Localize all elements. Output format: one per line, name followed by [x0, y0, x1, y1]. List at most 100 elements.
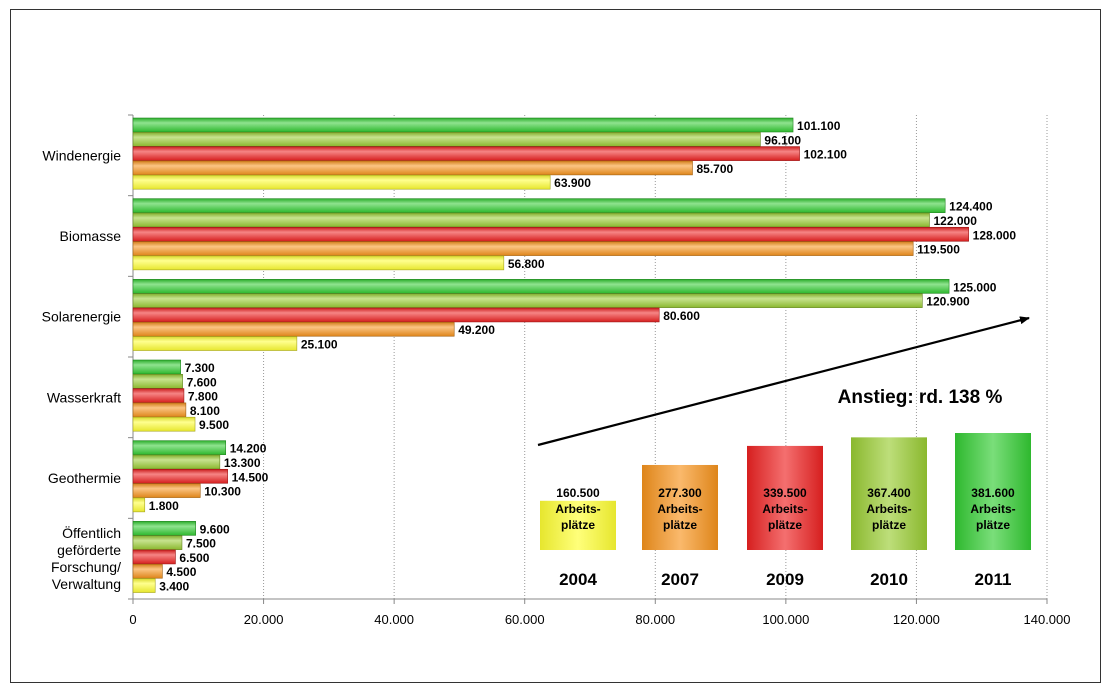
bar-value-label: 49.200 [458, 323, 495, 337]
bar [132, 549, 176, 565]
x-tick-label: 0 [129, 612, 136, 627]
bar-value-label: 101.100 [797, 119, 841, 133]
x-tick-label: 60.000 [505, 612, 545, 627]
chart-frame [10, 9, 1101, 683]
bar-value-label: 80.600 [663, 309, 700, 323]
bar [132, 132, 761, 147]
bar [132, 174, 551, 190]
bar-value-label: 3.400 [159, 580, 189, 594]
bar [132, 146, 800, 161]
category-label: Windenergie [42, 147, 121, 163]
bar-value-label: 56.800 [508, 257, 545, 271]
bar [132, 468, 228, 484]
bar-value-label: 14.500 [232, 470, 269, 484]
bar [132, 373, 183, 389]
category-label: geförderte [57, 542, 121, 558]
bar [132, 563, 163, 579]
total-unit: Arbeits- [555, 502, 600, 516]
bar-value-label: 63.900 [554, 176, 591, 190]
total-value: 339.500 [763, 486, 807, 500]
total-unit: Arbeits- [970, 502, 1015, 516]
bar-value-label: 25.100 [301, 338, 338, 352]
total-year: 2007 [661, 570, 699, 589]
x-tick-label: 20.000 [244, 612, 284, 627]
bar-value-label: 7.600 [187, 375, 217, 389]
bar-value-label: 7.300 [185, 361, 215, 375]
bar [132, 578, 156, 593]
bar [132, 388, 185, 403]
bar-value-label: 10.300 [204, 485, 241, 499]
trend-arrow [537, 316, 1030, 447]
bar [132, 226, 969, 242]
total-box [642, 464, 718, 550]
bar-value-label: 125.000 [953, 280, 997, 294]
total-year: 2011 [975, 570, 1012, 589]
total-year: 2010 [870, 570, 908, 589]
category-label: Geothermie [48, 470, 121, 486]
bar [132, 416, 196, 432]
bar [132, 497, 146, 513]
bar-value-label: 9.600 [200, 522, 230, 536]
total-unit: plätze [768, 518, 802, 532]
bar-value-label: 96.100 [764, 133, 801, 147]
bar [132, 241, 914, 256]
bar [132, 402, 187, 418]
bar-value-label: 124.400 [949, 200, 993, 214]
total-value: 277.300 [658, 486, 702, 500]
x-tick-label: 80.000 [635, 612, 675, 627]
bar [132, 255, 505, 271]
category-label: Forschung/ [51, 559, 121, 575]
bar [132, 483, 201, 498]
total-unit: plätze [663, 518, 697, 532]
bar-value-label: 7.800 [188, 390, 218, 404]
bar-value-label: 6.500 [179, 551, 209, 565]
bar [132, 359, 181, 375]
category-label: Öffentlich [62, 524, 121, 541]
bar [132, 160, 693, 176]
total-year: 2009 [766, 570, 804, 589]
x-tick-label: 120.000 [893, 612, 940, 627]
bar-value-label: 4.500 [166, 565, 196, 579]
x-tick-label: 40.000 [374, 612, 414, 627]
total-unit: Arbeits- [657, 502, 702, 516]
bar [132, 117, 794, 133]
bar [132, 212, 930, 228]
bar-value-label: 13.300 [224, 456, 261, 470]
category-label: Verwaltung [52, 576, 121, 592]
x-tick-label: 140.000 [1024, 612, 1071, 627]
bar-value-label: 122.000 [933, 214, 977, 228]
bar [132, 454, 221, 470]
bar-value-label: 14.200 [230, 442, 267, 456]
total-unit: plätze [976, 518, 1010, 532]
bar [132, 198, 946, 213]
bar-value-label: 119.500 [917, 243, 960, 257]
category-label: Wasserkraft [47, 389, 121, 405]
bar [132, 336, 298, 351]
total-box [955, 433, 1031, 550]
category-label: Solarenergie [42, 309, 122, 325]
bar [132, 440, 227, 455]
total-value: 381.600 [971, 486, 1015, 500]
bar-value-label: 7.500 [186, 537, 216, 551]
inset-headline: Anstieg: rd. 138 % [838, 387, 1003, 408]
total-box [747, 445, 823, 550]
x-tick-label: 100.000 [762, 612, 809, 627]
total-box [540, 500, 616, 550]
total-unit: plätze [872, 518, 906, 532]
bar [132, 321, 455, 337]
bar [132, 521, 196, 536]
total-unit: plätze [561, 518, 595, 532]
category-label: Biomasse [60, 228, 122, 244]
total-value: 367.400 [867, 486, 911, 500]
bar-value-label: 1.800 [149, 499, 179, 513]
bar-value-label: 9.500 [199, 418, 229, 432]
bar [132, 293, 923, 308]
bar [132, 279, 950, 294]
bar-value-label: 102.100 [804, 148, 848, 162]
total-unit: Arbeits- [762, 502, 807, 516]
bar-value-label: 8.100 [190, 404, 220, 418]
bar-value-label: 85.700 [696, 162, 733, 176]
bar-value-label: 120.900 [926, 295, 970, 309]
total-unit: Arbeits- [866, 502, 911, 516]
